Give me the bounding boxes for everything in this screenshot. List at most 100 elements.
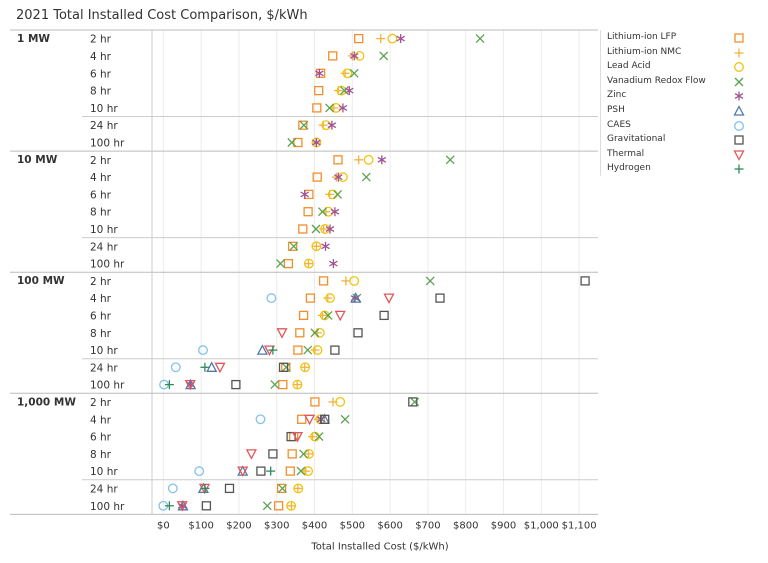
- point-zinc: [349, 51, 359, 61]
- duration-label: 100 hr: [90, 137, 125, 149]
- x-tick-label: $100: [188, 520, 213, 531]
- point-lead-acid: [292, 379, 303, 390]
- point-lithium-ion-lfp: [276, 483, 287, 494]
- point-lead-acid: [342, 68, 353, 79]
- x-tick-label: $1,100: [562, 520, 597, 531]
- legend-item: Lithium-ion LFP: [601, 30, 751, 45]
- point-vanadium-redox-flow: [281, 362, 291, 372]
- legend-marker-icon: [733, 105, 745, 116]
- point-lithium-ion-lfp: [287, 241, 298, 251]
- point-vanadium-redox-flow: [340, 414, 350, 424]
- legend-marker: [734, 164, 744, 174]
- chart-title: 2021 Total Installed Cost Comparison, $/…: [16, 8, 308, 23]
- point-lead-acid: [312, 345, 323, 356]
- point-vanadium-redox-flow: [323, 310, 333, 320]
- point-lithium-ion-nmc: [311, 241, 321, 251]
- point-gravitational: [379, 310, 389, 321]
- point-vanadium-redox-flow: [361, 172, 371, 182]
- x-tick-label: $700: [415, 520, 440, 531]
- point-lithium-ion-nmc: [329, 103, 339, 113]
- point-lithium-ion-lfp: [295, 328, 305, 338]
- point-lithium-ion-lfp: [298, 120, 308, 130]
- legend-marker: [733, 105, 745, 116]
- legend-label: Zinc: [607, 90, 627, 101]
- group-label: 100 MW: [17, 275, 65, 287]
- duration-label: 4 hr: [90, 172, 112, 184]
- point-lithium-ion-lfp: [333, 155, 343, 165]
- point-thermal: [276, 328, 288, 339]
- point-thermal: [214, 362, 226, 374]
- x-tick-label: $900: [491, 520, 516, 531]
- point-zinc: [333, 172, 343, 182]
- point-zinc: [338, 103, 348, 113]
- point-gravitational: [201, 501, 212, 511]
- point-hydrogen: [200, 362, 210, 372]
- point-lithium-ion-nmc: [304, 449, 313, 459]
- point-lead-acid: [303, 448, 314, 459]
- point-zinc: [344, 86, 354, 96]
- duration-label: 4 hr: [90, 293, 112, 305]
- point-lead-acid: [303, 466, 314, 477]
- legend-label: Lead Acid: [607, 61, 651, 72]
- legend-label: PSH: [607, 104, 625, 115]
- point-lithium-ion-nmc: [292, 380, 302, 390]
- duration-label: 6 hr: [90, 310, 112, 322]
- point-lithium-ion-lfp: [310, 397, 320, 407]
- legend-marker-icon: [734, 120, 744, 131]
- legend-marker: [734, 33, 744, 43]
- point-lead-acid: [363, 154, 374, 165]
- point-caes: [266, 293, 277, 304]
- point-vanadium-redox-flow: [303, 345, 313, 355]
- scatter-chart: 1 MW 2 hr 4 hr 6 hr 8 hr 10 hr 24 hr 100 hr 10 M…: [10, 29, 598, 552]
- x-tick-label: $600: [377, 520, 402, 531]
- duration-label: 10 hr: [90, 345, 118, 357]
- point-lead-acid: [321, 120, 332, 131]
- point-psh: [206, 361, 218, 372]
- point-zinc: [315, 68, 324, 78]
- point-hydrogen: [164, 380, 174, 390]
- duration-label: 100 hr: [90, 380, 125, 392]
- point-gravitational: [278, 362, 289, 372]
- group-label: 10 MW: [17, 154, 58, 166]
- legend-label: Gravitational: [607, 134, 666, 145]
- point-caes: [194, 466, 205, 477]
- point-lithium-ion-lfp: [303, 207, 313, 217]
- legend-marker: [733, 150, 745, 161]
- point-gravitational: [408, 397, 418, 407]
- point-zinc: [325, 224, 335, 234]
- point-hydrogen: [268, 345, 278, 355]
- legend-marker: [734, 91, 744, 101]
- legend: Lithium-ion LFP Lithium-ion NMC Lead Acid V…: [600, 30, 751, 176]
- legend-item: PSH: [601, 103, 751, 118]
- legend-label: CAES: [607, 119, 631, 130]
- duration-label: 6 hr: [90, 432, 112, 444]
- point-lead-acid: [331, 102, 342, 113]
- point-vanadium-redox-flow: [277, 483, 287, 493]
- legend-label: Lithium-ion LFP: [607, 32, 677, 42]
- point-vanadium-redox-flow: [333, 189, 343, 199]
- legend-item: Vanadium Redox Flow: [601, 74, 751, 89]
- point-thermal: [184, 379, 196, 391]
- point-lithium-ion-lfp: [354, 33, 364, 44]
- point-zinc: [327, 120, 337, 130]
- point-vanadium-redox-flow: [296, 466, 306, 476]
- legend-item: Lithium-ion NMC: [601, 45, 751, 60]
- point-lithium-ion-lfp: [318, 276, 329, 286]
- point-zinc: [321, 241, 330, 251]
- point-vanadium-redox-flow: [475, 34, 485, 44]
- point-gravitational: [320, 414, 330, 424]
- point-lithium-ion-nmc: [300, 362, 310, 372]
- legend-item: Lead Acid: [601, 59, 751, 74]
- point-lead-acid: [300, 362, 311, 373]
- point-vanadium-redox-flow: [325, 103, 335, 113]
- point-zinc: [312, 138, 321, 147]
- point-thermal: [237, 466, 249, 477]
- legend-marker-icon: [733, 150, 745, 161]
- x-tick-label: $0: [157, 520, 170, 531]
- point-lead-acid: [335, 396, 346, 407]
- point-lithium-ion-nmc: [301, 466, 311, 476]
- duration-label: 10 hr: [90, 224, 118, 236]
- duration-label: 24 hr: [90, 120, 118, 132]
- point-thermal: [383, 293, 395, 304]
- point-gravitational: [224, 483, 235, 494]
